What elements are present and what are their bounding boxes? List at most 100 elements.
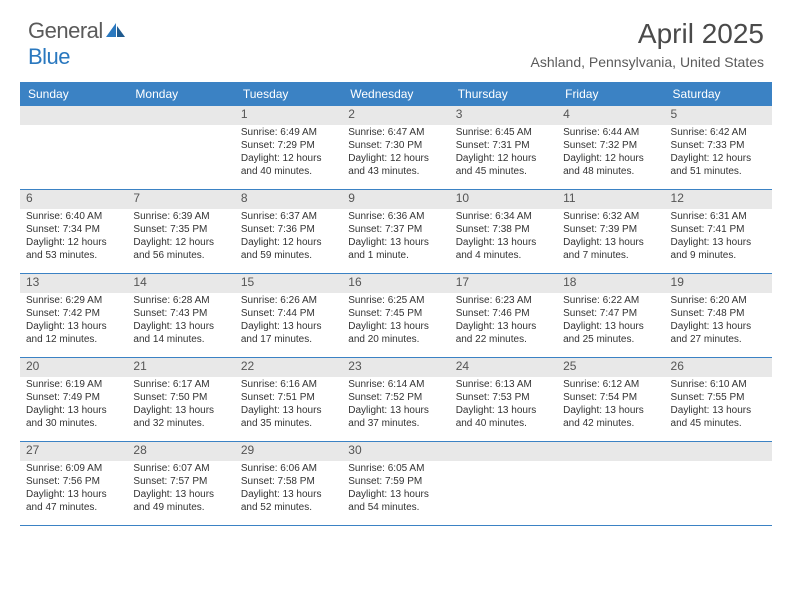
day-body: Sunrise: 6:07 AMSunset: 7:57 PMDaylight:…	[127, 461, 234, 518]
sunrise-text: Sunrise: 6:09 AM	[26, 462, 121, 475]
day-body: Sunrise: 6:10 AMSunset: 7:55 PMDaylight:…	[665, 377, 772, 434]
sunrise-text: Sunrise: 6:12 AM	[563, 378, 658, 391]
day-number: 20	[20, 358, 127, 377]
sunset-text: Sunset: 7:52 PM	[348, 391, 443, 404]
day-cell: 10Sunrise: 6:34 AMSunset: 7:38 PMDayligh…	[450, 190, 557, 273]
sunset-text: Sunset: 7:39 PM	[563, 223, 658, 236]
day-cell: 25Sunrise: 6:12 AMSunset: 7:54 PMDayligh…	[557, 358, 664, 441]
day-cell: 26Sunrise: 6:10 AMSunset: 7:55 PMDayligh…	[665, 358, 772, 441]
daylight-text: Daylight: 13 hours and 25 minutes.	[563, 320, 658, 346]
daylight-text: Daylight: 13 hours and 22 minutes.	[456, 320, 551, 346]
day-number: 27	[20, 442, 127, 461]
sunrise-text: Sunrise: 6:47 AM	[348, 126, 443, 139]
day-body: Sunrise: 6:09 AMSunset: 7:56 PMDaylight:…	[20, 461, 127, 518]
sunrise-text: Sunrise: 6:40 AM	[26, 210, 121, 223]
day-number: 25	[557, 358, 664, 377]
day-cell: 12Sunrise: 6:31 AMSunset: 7:41 PMDayligh…	[665, 190, 772, 273]
sunset-text: Sunset: 7:35 PM	[133, 223, 228, 236]
day-body: Sunrise: 6:26 AMSunset: 7:44 PMDaylight:…	[235, 293, 342, 350]
day-cell: 11Sunrise: 6:32 AMSunset: 7:39 PMDayligh…	[557, 190, 664, 273]
day-number: 9	[342, 190, 449, 209]
sunset-text: Sunset: 7:38 PM	[456, 223, 551, 236]
sunset-text: Sunset: 7:46 PM	[456, 307, 551, 320]
sunrise-text: Sunrise: 6:25 AM	[348, 294, 443, 307]
day-body: Sunrise: 6:32 AMSunset: 7:39 PMDaylight:…	[557, 209, 664, 266]
sunset-text: Sunset: 7:54 PM	[563, 391, 658, 404]
sunrise-text: Sunrise: 6:22 AM	[563, 294, 658, 307]
daylight-text: Daylight: 12 hours and 43 minutes.	[348, 152, 443, 178]
sunset-text: Sunset: 7:30 PM	[348, 139, 443, 152]
day-number: 13	[20, 274, 127, 293]
sunset-text: Sunset: 7:57 PM	[133, 475, 228, 488]
day-body: Sunrise: 6:44 AMSunset: 7:32 PMDaylight:…	[557, 125, 664, 182]
empty-cell	[127, 106, 234, 189]
day-cell: 16Sunrise: 6:25 AMSunset: 7:45 PMDayligh…	[342, 274, 449, 357]
day-body: Sunrise: 6:17 AMSunset: 7:50 PMDaylight:…	[127, 377, 234, 434]
sunrise-text: Sunrise: 6:44 AM	[563, 126, 658, 139]
logo-text-general: General	[28, 18, 103, 43]
day-body: Sunrise: 6:40 AMSunset: 7:34 PMDaylight:…	[20, 209, 127, 266]
day-cell: 4Sunrise: 6:44 AMSunset: 7:32 PMDaylight…	[557, 106, 664, 189]
daylight-text: Daylight: 13 hours and 49 minutes.	[133, 488, 228, 514]
sunset-text: Sunset: 7:41 PM	[671, 223, 766, 236]
daylight-text: Daylight: 12 hours and 51 minutes.	[671, 152, 766, 178]
day-number: 14	[127, 274, 234, 293]
day-cell: 7Sunrise: 6:39 AMSunset: 7:35 PMDaylight…	[127, 190, 234, 273]
week-row: 13Sunrise: 6:29 AMSunset: 7:42 PMDayligh…	[20, 274, 772, 358]
daylight-text: Daylight: 13 hours and 45 minutes.	[671, 404, 766, 430]
day-body: Sunrise: 6:37 AMSunset: 7:36 PMDaylight:…	[235, 209, 342, 266]
calendar: Sunday Monday Tuesday Wednesday Thursday…	[20, 82, 772, 526]
empty-cell	[450, 442, 557, 525]
sunset-text: Sunset: 7:56 PM	[26, 475, 121, 488]
month-title: April 2025	[531, 18, 764, 50]
day-number: 21	[127, 358, 234, 377]
daylight-text: Daylight: 13 hours and 12 minutes.	[26, 320, 121, 346]
logo-text-blue: Blue	[28, 44, 70, 69]
sunrise-text: Sunrise: 6:05 AM	[348, 462, 443, 475]
daylight-text: Daylight: 13 hours and 20 minutes.	[348, 320, 443, 346]
daylight-text: Daylight: 12 hours and 53 minutes.	[26, 236, 121, 262]
day-body: Sunrise: 6:49 AMSunset: 7:29 PMDaylight:…	[235, 125, 342, 182]
day-number: 1	[235, 106, 342, 125]
day-body: Sunrise: 6:05 AMSunset: 7:59 PMDaylight:…	[342, 461, 449, 518]
sunrise-text: Sunrise: 6:10 AM	[671, 378, 766, 391]
day-body: Sunrise: 6:25 AMSunset: 7:45 PMDaylight:…	[342, 293, 449, 350]
logo-sail-icon	[105, 22, 127, 38]
week-row: 20Sunrise: 6:19 AMSunset: 7:49 PMDayligh…	[20, 358, 772, 442]
daylight-text: Daylight: 13 hours and 54 minutes.	[348, 488, 443, 514]
sunrise-text: Sunrise: 6:06 AM	[241, 462, 336, 475]
daylight-text: Daylight: 13 hours and 32 minutes.	[133, 404, 228, 430]
sunrise-text: Sunrise: 6:20 AM	[671, 294, 766, 307]
daylight-text: Daylight: 13 hours and 52 minutes.	[241, 488, 336, 514]
day-body: Sunrise: 6:19 AMSunset: 7:49 PMDaylight:…	[20, 377, 127, 434]
day-number: 26	[665, 358, 772, 377]
daylight-text: Daylight: 13 hours and 17 minutes.	[241, 320, 336, 346]
day-header-monday: Monday	[127, 82, 234, 106]
day-header-saturday: Saturday	[665, 82, 772, 106]
day-body: Sunrise: 6:12 AMSunset: 7:54 PMDaylight:…	[557, 377, 664, 434]
sunrise-text: Sunrise: 6:19 AM	[26, 378, 121, 391]
day-body: Sunrise: 6:20 AMSunset: 7:48 PMDaylight:…	[665, 293, 772, 350]
day-cell: 20Sunrise: 6:19 AMSunset: 7:49 PMDayligh…	[20, 358, 127, 441]
sunrise-text: Sunrise: 6:49 AM	[241, 126, 336, 139]
sunset-text: Sunset: 7:58 PM	[241, 475, 336, 488]
sunrise-text: Sunrise: 6:13 AM	[456, 378, 551, 391]
day-number: 3	[450, 106, 557, 125]
empty-band	[665, 442, 772, 461]
day-body: Sunrise: 6:16 AMSunset: 7:51 PMDaylight:…	[235, 377, 342, 434]
day-header-thursday: Thursday	[450, 82, 557, 106]
page-header: General Blue April 2025 Ashland, Pennsyl…	[0, 0, 792, 76]
day-number: 24	[450, 358, 557, 377]
sunrise-text: Sunrise: 6:34 AM	[456, 210, 551, 223]
day-body: Sunrise: 6:22 AMSunset: 7:47 PMDaylight:…	[557, 293, 664, 350]
day-number: 30	[342, 442, 449, 461]
sunset-text: Sunset: 7:31 PM	[456, 139, 551, 152]
day-header-wednesday: Wednesday	[342, 82, 449, 106]
day-number: 4	[557, 106, 664, 125]
day-number: 23	[342, 358, 449, 377]
day-cell: 22Sunrise: 6:16 AMSunset: 7:51 PMDayligh…	[235, 358, 342, 441]
day-cell: 24Sunrise: 6:13 AMSunset: 7:53 PMDayligh…	[450, 358, 557, 441]
week-row: 6Sunrise: 6:40 AMSunset: 7:34 PMDaylight…	[20, 190, 772, 274]
sunrise-text: Sunrise: 6:32 AM	[563, 210, 658, 223]
sunrise-text: Sunrise: 6:28 AM	[133, 294, 228, 307]
